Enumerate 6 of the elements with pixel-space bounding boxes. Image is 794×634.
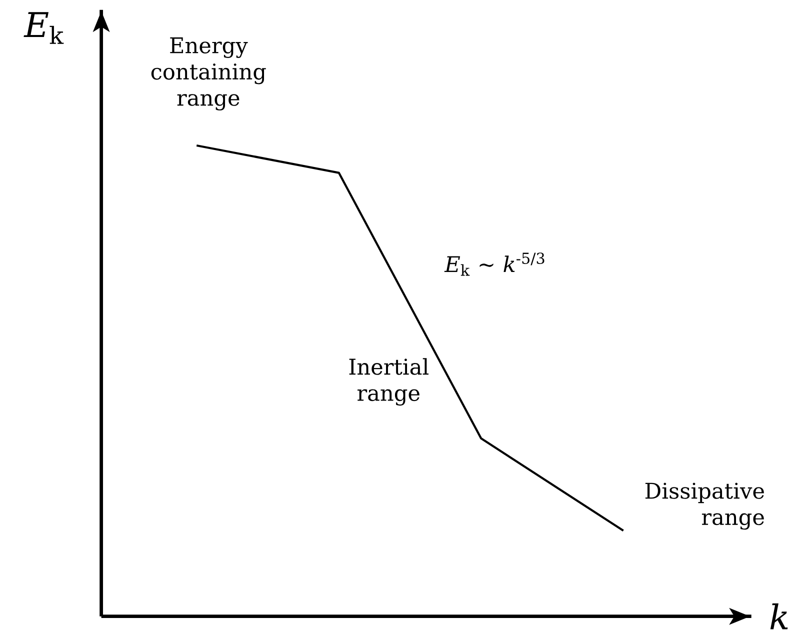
text: Energy containing range	[151, 38, 266, 111]
annotation: Dissipative range	[645, 482, 764, 530]
y-axis-title: E$_{k}$	[24, 12, 64, 44]
x-axis-title: k	[770, 604, 788, 630]
annotation: E$_{k}$ ~ k$^{-5/3}$	[444, 252, 544, 276]
annotation: Inertial range	[349, 358, 429, 406]
